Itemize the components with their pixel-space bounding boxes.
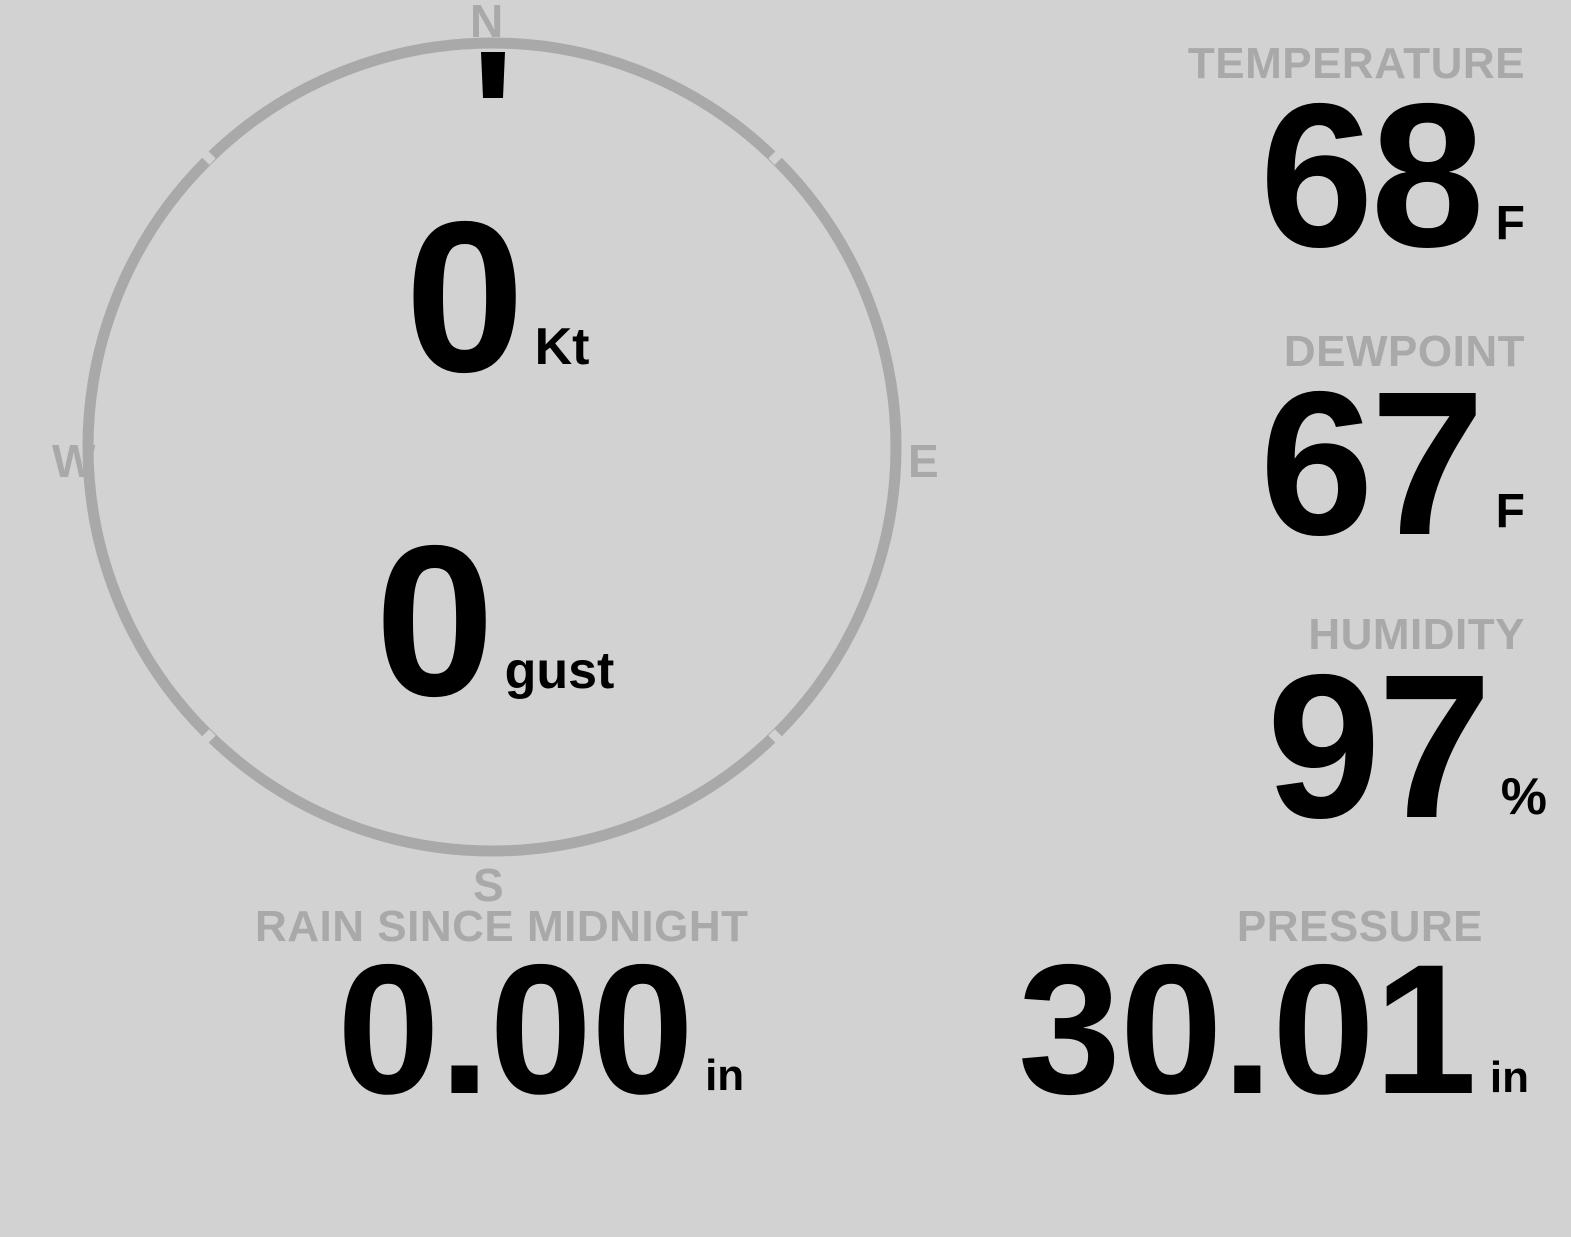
wind-speed-readout: 0 Kt <box>405 176 590 417</box>
temperature-label: TEMPERATURE <box>1187 39 1525 88</box>
compass-label-north: N <box>470 0 504 47</box>
compass-label-west: W <box>52 435 96 487</box>
temperature-unit: F <box>1495 197 1525 251</box>
compass-ring-circle <box>82 37 902 857</box>
stat-rain: RAIN SINCE MIDNIGHT 0.00 in <box>255 902 825 1133</box>
dewpoint-value: 67 <box>1259 349 1485 578</box>
pressure-value-row: 30.01 in <box>869 927 1529 1133</box>
stat-humidity: HUMIDITY 97 % <box>947 610 1547 861</box>
stat-temperature: TEMPERATURE 68 F <box>925 39 1525 290</box>
rain-label: RAIN SINCE MIDNIGHT <box>255 902 749 951</box>
compass-label-south: S <box>473 859 504 911</box>
wind-speed-unit: Kt <box>534 317 590 376</box>
temperature-value: 68 <box>1259 61 1485 290</box>
dewpoint-unit: F <box>1495 485 1525 539</box>
compass-label-east: E <box>908 435 939 487</box>
humidity-value-row: 97 % <box>947 632 1547 861</box>
compass-tick-marks <box>194 143 790 751</box>
compass-dial <box>82 37 902 857</box>
temperature-value-row: 68 F <box>925 61 1525 290</box>
wind-gust-value: 0 <box>375 500 495 741</box>
humidity-label: HUMIDITY <box>1308 610 1525 659</box>
stat-dewpoint: DEWPOINT 67 F <box>925 327 1525 578</box>
wind-speed-value: 0 <box>405 176 525 417</box>
wind-gust-readout: 0 gust <box>375 500 615 741</box>
rain-value-row: 0.00 in <box>255 927 825 1133</box>
humidity-unit: % <box>1500 768 1547 827</box>
dewpoint-value-row: 67 F <box>925 349 1525 578</box>
pressure-value: 30.01 <box>1017 927 1477 1133</box>
humidity-value: 97 <box>1266 632 1492 861</box>
pressure-label: PRESSURE <box>1236 902 1483 951</box>
rain-unit: in <box>705 1050 745 1100</box>
wind-gust-unit: gust <box>504 641 615 700</box>
wind-compass-panel: N E S W 0 Kt 0 gust <box>0 0 1000 920</box>
rain-value: 0.00 <box>337 927 694 1133</box>
wind-direction-pointer <box>481 52 505 98</box>
pressure-unit: in <box>1489 1052 1529 1102</box>
stat-pressure: PRESSURE 30.01 in <box>869 902 1529 1133</box>
dewpoint-label: DEWPOINT <box>1283 327 1525 376</box>
